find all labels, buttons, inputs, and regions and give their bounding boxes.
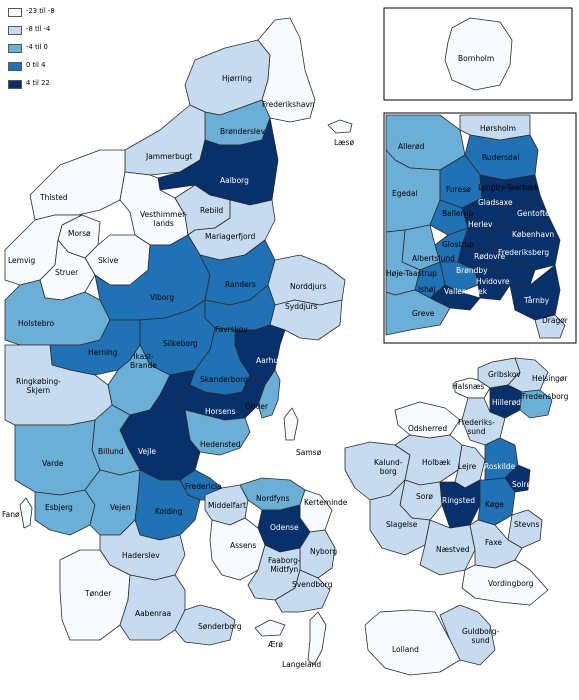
region-fano	[19, 497, 33, 529]
region-faxe	[469, 519, 523, 569]
capital-inset-frame	[383, 112, 577, 344]
legend-item: -4 til 0	[8, 42, 68, 58]
legend-swatch	[8, 8, 22, 17]
region-sonderborg	[174, 604, 236, 646]
inset-dragor	[534, 314, 566, 339]
legend-item: 4 til 22	[8, 78, 68, 94]
region-esbjerg	[34, 489, 96, 536]
legend-label: 0 til 4	[26, 61, 46, 69]
region-odder	[257, 369, 281, 419]
region-koge	[477, 477, 516, 526]
region-vordingborg	[461, 559, 549, 606]
legend-swatch	[8, 26, 22, 35]
region-naestved	[419, 519, 476, 576]
region-samso	[283, 407, 299, 441]
region-frederikshavn	[257, 17, 316, 123]
bornholm-inset-frame	[383, 7, 573, 101]
region-laeso	[327, 119, 353, 134]
region-hillerod	[489, 384, 523, 419]
inset-tarnby	[509, 264, 561, 321]
legend: -23 til -8 -8 til -4 -4 til 0 0 til 4 4 …	[8, 6, 68, 96]
legend-label: -23 til -8	[26, 7, 55, 15]
legend-item: 0 til 4	[8, 60, 68, 76]
legend-swatch	[8, 62, 22, 71]
region-kolding	[134, 469, 201, 541]
legend-swatch	[8, 44, 22, 53]
region-stevns	[507, 509, 543, 549]
inset-greve	[385, 289, 451, 336]
legend-item: -8 til -4	[8, 24, 68, 40]
region-ringsted	[439, 479, 481, 529]
region-varde	[14, 419, 101, 496]
region-bornholm	[444, 17, 513, 91]
legend-item: -23 til -8	[8, 6, 68, 22]
legend-label: 4 til 22	[26, 79, 50, 87]
region-langeland	[307, 611, 327, 666]
inset-albertslund	[401, 224, 441, 271]
region-assens	[209, 517, 266, 581]
region-thisted	[29, 149, 126, 221]
inset-hvidovre	[474, 267, 511, 301]
inset-kobenhavn	[487, 214, 561, 271]
legend-label: -8 til -4	[26, 25, 51, 33]
legend-label: -4 til 0	[26, 43, 48, 51]
legend-swatch	[8, 80, 22, 89]
region-halsnaes	[454, 377, 491, 399]
region-nordfyns	[239, 477, 306, 511]
region-norddjurs	[267, 254, 346, 306]
region-odsherred	[394, 401, 461, 439]
region-fredensborg	[519, 389, 553, 419]
region-svendborg	[274, 569, 331, 613]
region-lolland	[364, 609, 461, 676]
region-aero	[254, 619, 286, 637]
